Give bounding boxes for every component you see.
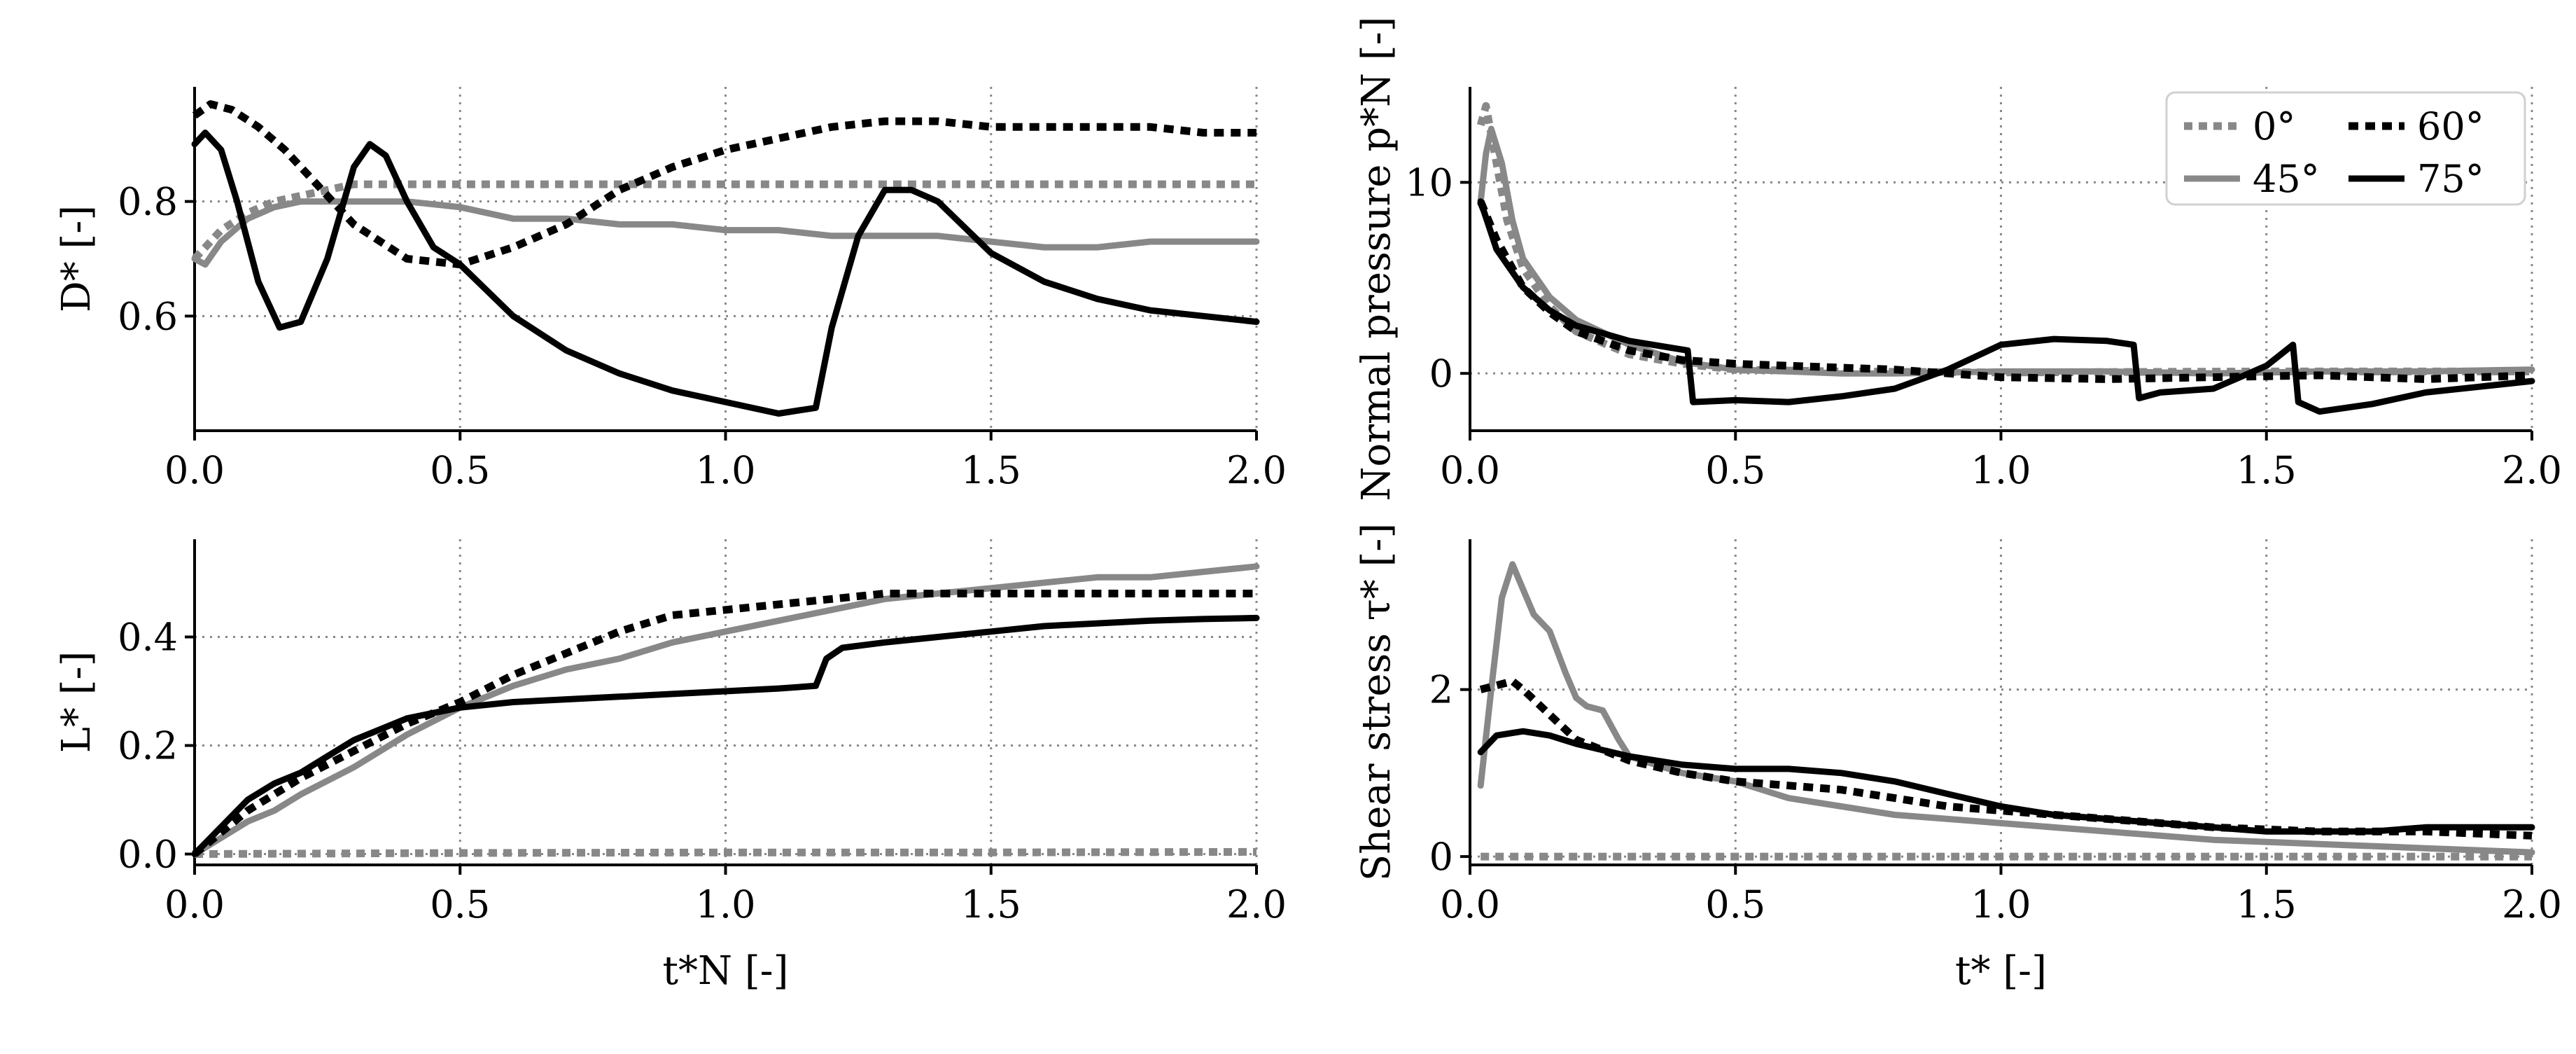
y-axis-label: D* [-]	[54, 205, 99, 312]
y-tick-label: 0.0	[118, 833, 178, 877]
series-line-P-60°	[1477, 200, 2533, 383]
series-line-P-75°	[1477, 198, 2535, 415]
y-tick-label: 2	[1429, 668, 1453, 712]
y-axis-label: Shear stress τ* [-]	[1354, 523, 1399, 881]
x-axis-label: t*N [-]	[663, 948, 789, 994]
series-line-L-75°	[191, 614, 1260, 857]
y-tick-label: 0.6	[118, 294, 178, 338]
series-line-D-75°	[191, 130, 1260, 417]
x-tick-label: 2.0	[2502, 448, 2562, 492]
y-axis-label: Normal pressure p*N [-]	[1354, 17, 1399, 501]
x-tick-label: 0.5	[430, 448, 490, 492]
x-tick-label: 2.0	[1226, 448, 1287, 492]
x-tick-label: 1.5	[2236, 882, 2297, 927]
chart-panel-L: 0.0 0.5 1.0 1.5 2.0 0.0 0.2 0.4 L* [-] t*N [-]	[54, 539, 1287, 994]
series-line-D-45°	[191, 198, 1260, 268]
x-tick-label: 0.5	[430, 882, 490, 927]
series-line-L-0°	[194, 847, 1257, 858]
legend-label: 60°	[2417, 104, 2484, 148]
x-tick-label: 0.0	[1440, 448, 1500, 492]
legend-label: 75°	[2417, 157, 2484, 201]
y-axis-label: L* [-]	[54, 651, 99, 754]
series-line-L-45°	[191, 563, 1260, 857]
y-tick-label: 0.4	[118, 616, 178, 660]
x-tick-label: 0.5	[1705, 448, 1765, 492]
y-tick-label: 10	[1405, 160, 1453, 204]
x-tick-label: 1.5	[961, 882, 1021, 927]
x-tick-label: 1.0	[696, 448, 756, 492]
series-line-P-45°	[1477, 125, 2535, 377]
x-tick-label: 2.0	[1226, 882, 1287, 927]
legend-frame	[2165, 91, 2526, 206]
y-tick-label: 0.2	[118, 724, 178, 768]
legend-label: 0°	[2253, 104, 2295, 148]
series-line-S-75°	[1477, 728, 2535, 835]
x-tick-label: 0.0	[164, 448, 225, 492]
x-tick-label: 1.5	[2236, 448, 2297, 492]
y-tick-label: 0.8	[118, 180, 178, 224]
x-tick-label: 0.0	[1440, 882, 1500, 927]
series-line-D-0°	[191, 180, 1256, 262]
x-tick-label: 0.0	[164, 882, 225, 927]
x-tick-label: 1.0	[696, 882, 756, 927]
chart-panel-D: 0.0 0.5 1.0 1.5 2.0 0.6 0.8 D* [-]	[54, 87, 1287, 492]
x-tick-label: 2.0	[2502, 882, 2562, 927]
y-tick-label: 0	[1429, 352, 1453, 396]
x-tick-label: 1.0	[1971, 448, 2031, 492]
x-tick-label: 1.0	[1971, 882, 2031, 927]
legend: 0° 60° 45° 75°	[2165, 91, 2526, 206]
x-tick-label: 1.5	[961, 448, 1021, 492]
chart-panel-S: 0.0 0.5 1.0 1.5 2.0 0 2 Shear stress τ* [-] t* […	[1354, 523, 2562, 994]
legend-label: 45°	[2253, 157, 2320, 201]
y-tick-label: 0	[1429, 835, 1453, 879]
series-line-D-60°	[192, 100, 1256, 269]
x-tick-label: 0.5	[1705, 882, 1765, 927]
series-line-L-60°	[192, 590, 1256, 857]
x-axis-label: t* [-]	[1955, 948, 2047, 994]
